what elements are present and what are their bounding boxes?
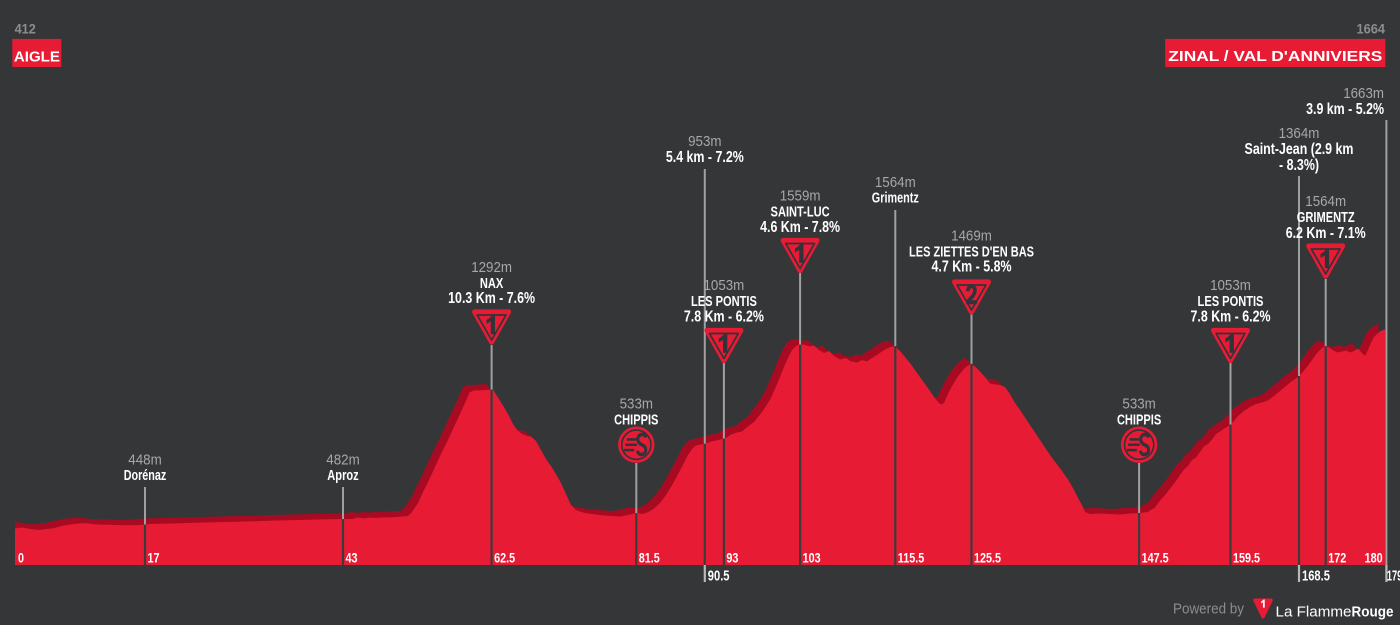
svg-text:Grimentz: Grimentz [872, 190, 919, 207]
svg-text:3.9 km - 5.2%: 3.9 km - 5.2% [1306, 101, 1384, 118]
svg-text:90.5: 90.5 [708, 569, 730, 585]
svg-text:AIGLE: AIGLE [14, 49, 60, 66]
svg-text:159.5: 159.5 [1233, 550, 1260, 566]
svg-text:10.3 Km - 7.6%: 10.3 Km - 7.6% [448, 290, 535, 307]
svg-text:1559m: 1559m [780, 188, 821, 205]
svg-text:4.6 Km - 7.8%: 4.6 Km - 7.8% [760, 219, 840, 236]
svg-text:1469m: 1469m [951, 228, 992, 245]
svg-text:482m: 482m [326, 452, 359, 469]
svg-text:43: 43 [346, 550, 358, 566]
svg-text:0: 0 [18, 550, 24, 566]
svg-text:448m: 448m [128, 452, 161, 469]
svg-text:4.7 Km - 5.8%: 4.7 Km - 5.8% [932, 259, 1012, 276]
svg-text:533m: 533m [1122, 396, 1155, 413]
svg-text:1664: 1664 [1357, 21, 1386, 37]
svg-text:179.8: 179.8 [1387, 569, 1400, 585]
svg-text:GRIMENTZ: GRIMENTZ [1297, 209, 1355, 226]
svg-text:1053m: 1053m [704, 277, 745, 294]
svg-text:533m: 533m [620, 396, 653, 413]
svg-text:Rouge: Rouge [1352, 604, 1394, 621]
svg-text:6.2 Km - 7.1%: 6.2 Km - 7.1% [1286, 225, 1366, 242]
svg-text:SAINT-LUC: SAINT-LUC [771, 204, 830, 221]
svg-text:Saint-Jean (2.9 km: Saint-Jean (2.9 km [1245, 141, 1354, 158]
svg-text:1053m: 1053m [1210, 277, 1251, 294]
svg-text:115.5: 115.5 [898, 550, 925, 566]
svg-text:168.5: 168.5 [1302, 569, 1330, 585]
svg-text:Dorénaz: Dorénaz [124, 467, 167, 484]
svg-text:CHIPPIS: CHIPPIS [614, 412, 658, 429]
svg-text:- 8.3%): - 8.3%) [1279, 157, 1319, 174]
svg-text:412: 412 [15, 21, 36, 37]
svg-text:1564m: 1564m [875, 174, 916, 191]
svg-text:172: 172 [1328, 550, 1346, 566]
svg-text:93: 93 [726, 550, 738, 566]
svg-text:Aproz: Aproz [327, 467, 359, 484]
svg-text:103: 103 [803, 550, 821, 566]
svg-text:Powered by: Powered by [1173, 601, 1244, 618]
svg-text:62.5: 62.5 [494, 550, 515, 566]
svg-text:5.4 km - 7.2%: 5.4 km - 7.2% [666, 149, 744, 166]
svg-text:7.8 Km - 6.2%: 7.8 Km - 6.2% [684, 309, 764, 326]
svg-text:17: 17 [148, 550, 160, 566]
svg-text:180: 180 [1365, 550, 1383, 566]
svg-text:CHIPPIS: CHIPPIS [1117, 412, 1161, 429]
svg-text:La Flamme: La Flamme [1276, 604, 1352, 621]
svg-text:1364m: 1364m [1279, 125, 1320, 142]
svg-text:LES ZIETTES D'EN BAS: LES ZIETTES D'EN BAS [909, 244, 1034, 261]
svg-text:ZINAL / VAL D'ANNIVIERS: ZINAL / VAL D'ANNIVIERS [1168, 48, 1382, 65]
svg-text:LES PONTIS: LES PONTIS [1198, 293, 1264, 310]
svg-text:7.8 Km - 6.2%: 7.8 Km - 6.2% [1191, 309, 1271, 326]
svg-text:953m: 953m [688, 133, 721, 150]
svg-text:NAX: NAX [480, 275, 503, 292]
svg-text:1564m: 1564m [1305, 193, 1346, 210]
svg-text:1292m: 1292m [471, 259, 512, 276]
svg-text:LES PONTIS: LES PONTIS [691, 293, 757, 310]
svg-text:125.5: 125.5 [974, 550, 1001, 566]
svg-text:81.5: 81.5 [639, 550, 660, 566]
svg-text:147.5: 147.5 [1142, 550, 1169, 566]
svg-text:1663m: 1663m [1343, 85, 1384, 102]
